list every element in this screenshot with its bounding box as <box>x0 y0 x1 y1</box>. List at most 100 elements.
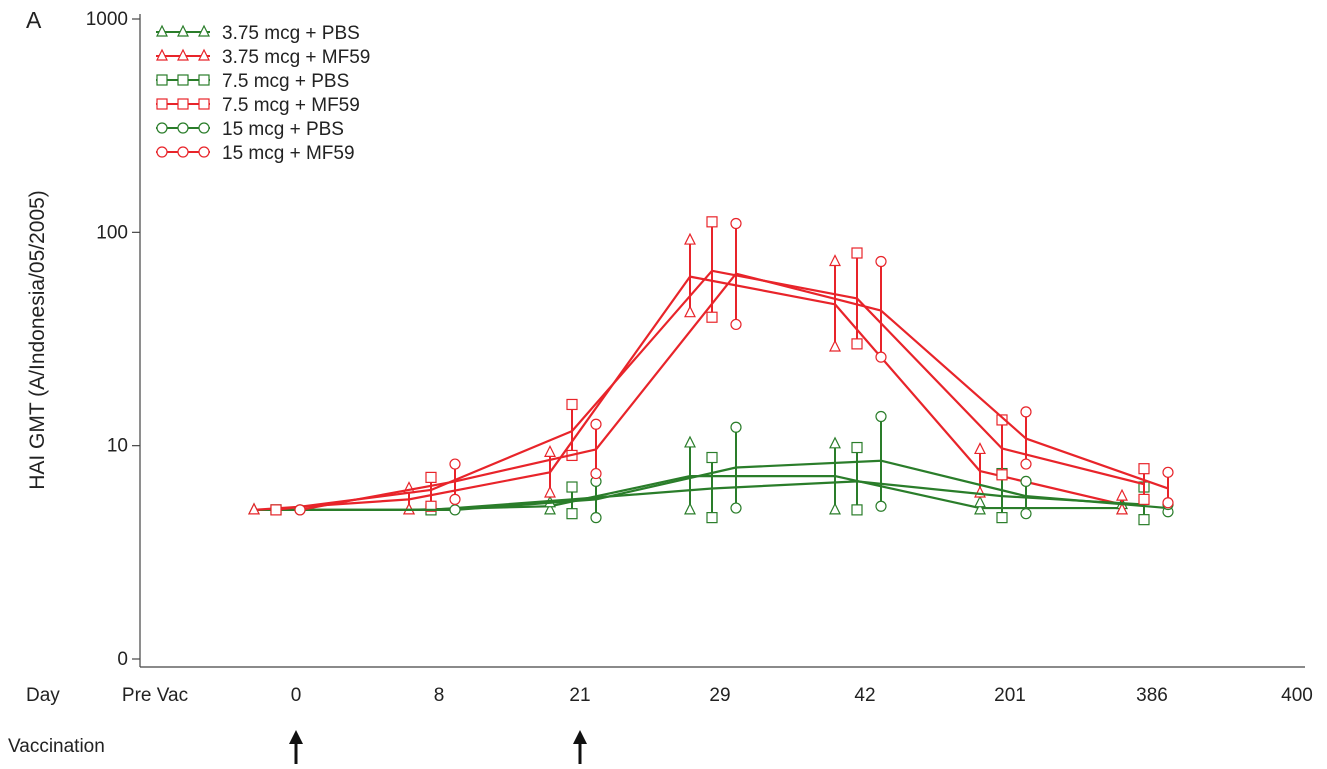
square-marker <box>1138 514 1150 526</box>
vaccination-label: Vaccination <box>8 736 105 757</box>
circle-marker <box>449 504 461 516</box>
square-marker <box>706 512 718 524</box>
x-tick-label: 0 <box>291 685 302 706</box>
circle-marker <box>1020 508 1032 520</box>
panel-label: A <box>26 7 42 33</box>
x-tick-label: 8 <box>434 685 445 706</box>
triangle-marker <box>684 435 696 448</box>
y-tick-label: 1000 <box>86 9 128 30</box>
square-marker <box>851 338 863 350</box>
square-marker <box>706 216 718 228</box>
circle-marker <box>156 122 168 134</box>
triangle-marker <box>156 24 168 37</box>
legend: 3.75 mcg + PBS 3.75 mcg + MF59 7.5 mcg + P… <box>156 23 370 164</box>
triangle-marker <box>544 445 556 457</box>
triangle-marker <box>1116 502 1128 515</box>
vaccination-arrow-icon <box>289 730 303 764</box>
triangle-marker <box>829 436 841 449</box>
circle-marker <box>198 122 210 134</box>
legend-item: 15 mcg + MF59 <box>156 143 355 164</box>
triangle-marker <box>974 495 986 508</box>
x-tick-label: 42 <box>854 685 875 706</box>
circle-marker <box>875 351 887 363</box>
x-tick-label: Pre Vac <box>122 685 188 706</box>
triangle-marker <box>177 48 189 61</box>
square-marker <box>996 469 1008 481</box>
triangle-marker <box>248 502 260 515</box>
triangle-marker <box>198 24 210 37</box>
circle-marker <box>875 500 887 512</box>
triangle-marker <box>177 24 189 37</box>
y-axis-title: HAI GMT (A/Indonesia/05/2005) <box>26 190 49 490</box>
circle-marker <box>730 217 742 230</box>
y-tick-label: 0 <box>117 649 128 670</box>
triangle-marker <box>544 485 556 498</box>
series-7-5-mcg-mf59 <box>270 216 1150 516</box>
legend-item: 7.5 mcg + PBS <box>156 71 349 92</box>
triangle-marker <box>974 485 986 498</box>
x-tick-label: 400 <box>1281 685 1313 706</box>
circle-marker <box>1020 475 1032 487</box>
legend-item: 3.75 mcg + PBS <box>156 23 360 44</box>
circle-marker <box>730 318 742 331</box>
triangle-marker <box>544 502 556 515</box>
square-marker <box>177 98 189 110</box>
square-marker <box>996 414 1008 426</box>
legend-item: 7.5 mcg + MF59 <box>156 95 360 116</box>
square-marker <box>425 471 437 483</box>
legend-label: 15 mcg + PBS <box>222 119 344 140</box>
circle-marker <box>1162 497 1174 509</box>
square-marker <box>706 311 718 323</box>
square-marker <box>156 74 168 86</box>
square-marker <box>177 74 189 86</box>
x-axis-title: Day <box>26 685 60 706</box>
square-marker <box>198 98 210 110</box>
triangle-marker <box>974 442 986 455</box>
legend-item: 15 mcg + PBS <box>156 119 344 140</box>
square-marker <box>851 504 863 516</box>
square-marker <box>851 247 863 259</box>
triangle-marker <box>684 305 696 318</box>
legend-label: 7.5 mcg + MF59 <box>222 95 360 116</box>
square-marker <box>566 481 578 493</box>
circle-marker <box>1020 406 1032 418</box>
triangle-marker <box>684 502 696 515</box>
x-tick-label: 29 <box>709 685 730 706</box>
circle-marker <box>590 418 602 430</box>
series-line <box>276 480 1145 511</box>
square-marker <box>706 451 718 464</box>
circle-marker <box>449 458 461 470</box>
series-15-mcg-pbs <box>294 410 1174 524</box>
square-marker <box>996 512 1008 524</box>
plot-area <box>248 216 1174 526</box>
series-3-75-mcg-mf59 <box>248 232 1128 515</box>
x-tick-label: 386 <box>1136 685 1168 706</box>
legend-label: 15 mcg + MF59 <box>222 143 355 164</box>
circle-marker <box>875 410 887 423</box>
x-axis: Pre Vac 0 8 21 29 42 201 386 400 <box>122 666 1313 706</box>
square-marker <box>1138 463 1150 475</box>
vaccination-arrow-icon <box>573 730 587 764</box>
circle-marker <box>156 146 168 158</box>
square-marker <box>566 508 578 520</box>
circle-marker <box>294 504 306 516</box>
circle-marker <box>449 493 461 505</box>
circle-marker <box>177 146 189 158</box>
legend-label: 3.75 mcg + MF59 <box>222 47 370 68</box>
circle-marker <box>730 502 742 514</box>
x-tick-label: 21 <box>569 685 590 706</box>
circle-marker <box>590 512 602 524</box>
legend-item: 3.75 mcg + MF59 <box>156 47 370 68</box>
triangle-marker <box>829 339 841 352</box>
circle-marker <box>730 421 742 433</box>
triangle-marker <box>198 48 210 61</box>
x-tick-label: 201 <box>994 685 1026 706</box>
circle-marker <box>590 467 602 480</box>
square-marker <box>156 98 168 110</box>
square-marker <box>270 504 282 516</box>
circle-marker <box>1162 466 1174 478</box>
triangle-marker <box>1116 488 1128 501</box>
legend-label: 3.75 mcg + PBS <box>222 23 360 44</box>
series-15-mcg-mf59 <box>294 217 1174 516</box>
triangle-marker <box>156 48 168 61</box>
